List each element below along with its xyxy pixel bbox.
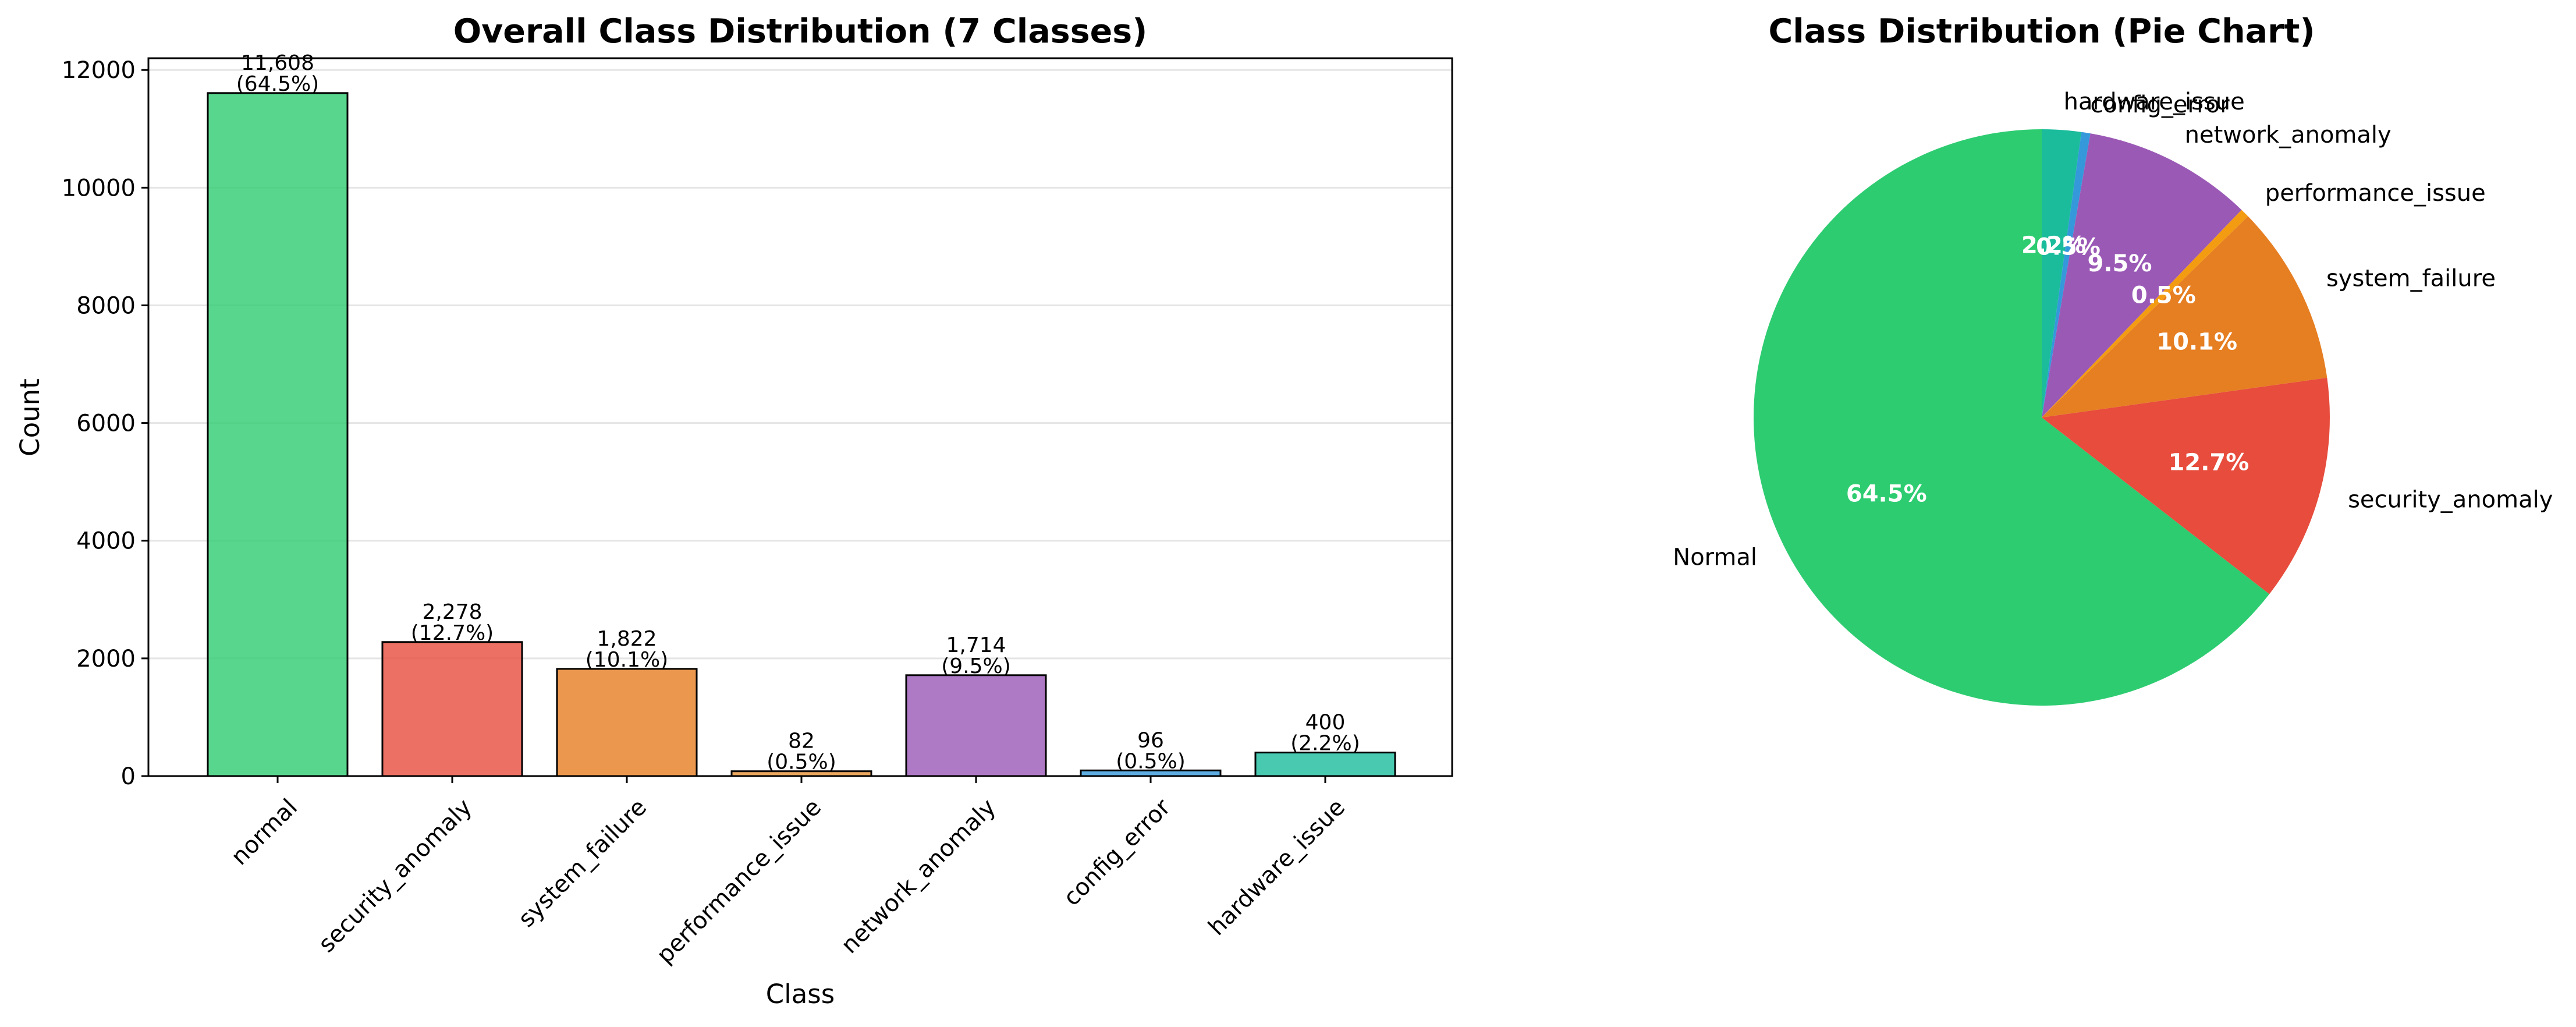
bar-percent-label: (64.5%) (236, 72, 319, 96)
bar-chart-grid (148, 69, 1452, 777)
y-tick-label: 4000 (76, 528, 136, 555)
pie-chart-title: Class Distribution (Pie Chart) (1768, 12, 2315, 51)
y-tick-label: 6000 (76, 410, 136, 437)
bar-percent-label: (9.5%) (941, 654, 1011, 678)
bar-count-label: 96 (1137, 728, 1164, 752)
bar-chart-xlabel: Class (766, 979, 835, 1010)
bar-count-label: 1,714 (946, 633, 1006, 657)
bar-chart-x-ticks: normal security_anomaly system_failure perf… (226, 776, 1350, 969)
y-tick-label: 10000 (62, 175, 136, 201)
bar-percent-label: (2.2%) (1290, 732, 1360, 756)
x-tick-label: performance_issue (652, 794, 826, 969)
bar-chart-y-ticks: 0 2000 4000 6000 8000 10000 12000 (62, 57, 148, 790)
pie-slice-label: config_error (2090, 91, 2230, 118)
pie-percent-label: 2.2% (2021, 232, 2086, 259)
y-tick-label: 0 (121, 763, 136, 790)
pie-percent-label: 10.1% (2156, 328, 2237, 355)
bar-chart-plot-frame (147, 57, 1453, 777)
pie-chart: Class Distribution (Pie Chart) Normal sec… (1673, 12, 2553, 706)
x-tick-label: hardware_issue (1204, 794, 1351, 941)
bar-count-label: 11,608 (241, 51, 314, 75)
pie-percent-label: 64.5% (1846, 481, 1927, 508)
y-tick-label: 8000 (76, 292, 136, 319)
bar-percent-label: (12.7%) (411, 621, 494, 645)
pie-slice-label: system_failure (2326, 265, 2496, 292)
x-tick-label: network_anomaly (836, 794, 1001, 959)
bar-count-label: 2,278 (422, 600, 482, 624)
bar-count-label: 82 (788, 729, 815, 753)
pie-slice-hardware-issue (2042, 129, 2082, 417)
bar-percent-label: (0.5%) (1116, 749, 1186, 773)
bar-network-anomaly (905, 674, 1047, 777)
pie-slice-label: hardware_issue (2064, 88, 2245, 115)
pie-slice-label: network_anomaly (2185, 122, 2392, 148)
bar-chart-title: Overall Class Distribution (7 Classes) (453, 12, 1148, 51)
pie-slice-network-anomaly (2042, 133, 2242, 417)
bar-hardware-issue (1254, 752, 1396, 777)
pie-chart-labels: Normal security_anomaly system_failure perf… (1673, 88, 2553, 571)
bar-count-label: 1,822 (597, 627, 657, 651)
bar-chart-bars (207, 92, 1396, 777)
x-tick-label: normal (226, 794, 303, 871)
bar-chart-data-labels: 11,608(64.5%)2,278(12.7%) 1,822(10.1%)82(… (236, 51, 1360, 774)
pie-percent-label: 0.5% (2036, 234, 2100, 261)
bar-system-failure (556, 668, 698, 777)
bar-normal (207, 92, 349, 777)
y-tick-label: 2000 (76, 646, 136, 672)
x-tick-label: security_anomaly (313, 794, 477, 958)
pie-slice-label: performance_issue (2265, 180, 2486, 207)
pie-slice-security-anomaly (2042, 377, 2330, 594)
pie-percent-label: 12.7% (2169, 449, 2249, 476)
bar-count-label: 400 (1305, 711, 1346, 735)
pie-slice-normal (1754, 129, 2270, 706)
pie-slice-config-error (2042, 132, 2091, 417)
pie-slice-performance-issue (2042, 210, 2248, 417)
bar-chart: Overall Class Distribution (7 Classes) 1… (15, 12, 1453, 1010)
x-tick-label: config_error (1058, 794, 1176, 911)
pie-chart-percent-labels: 64.5%12.7%10.1%0.5%9.5%0.5%2.2% (1846, 232, 2249, 508)
y-tick-label: 12000 (62, 57, 136, 84)
bar-chart-ylabel: Count (15, 378, 45, 456)
pie-slice-label: Normal (1673, 544, 1757, 571)
pie-percent-label: 9.5% (2088, 250, 2152, 277)
x-tick-label: system_failure (513, 794, 652, 933)
pie-slice-label: security_anomaly (2348, 486, 2553, 513)
pie-chart-wedges (1754, 129, 2330, 706)
bar-percent-label: (0.5%) (767, 750, 836, 774)
bar-security-anomaly (381, 641, 523, 777)
bar-percent-label: (10.1%) (586, 648, 668, 672)
pie-percent-label: 0.5% (2131, 282, 2196, 309)
pie-slice-system-failure (2042, 216, 2327, 417)
